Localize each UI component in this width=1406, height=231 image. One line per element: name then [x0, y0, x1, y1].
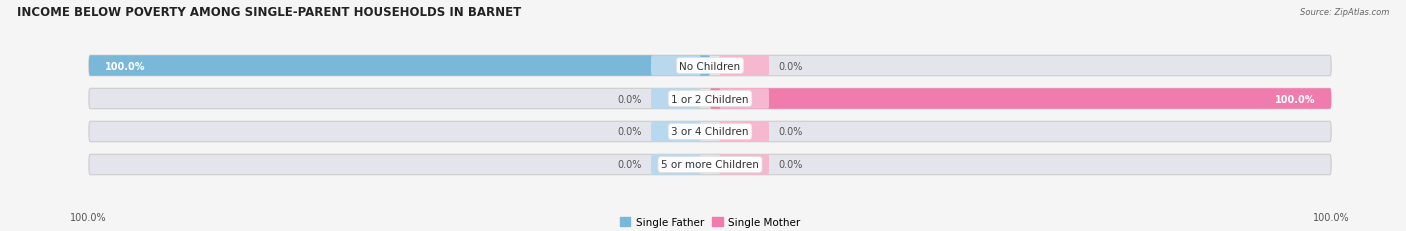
FancyBboxPatch shape	[651, 122, 700, 142]
Text: 0.0%: 0.0%	[779, 61, 803, 71]
FancyBboxPatch shape	[651, 56, 700, 76]
Text: 100.0%: 100.0%	[104, 61, 145, 71]
Text: 0.0%: 0.0%	[617, 94, 641, 104]
Text: 5 or more Children: 5 or more Children	[661, 160, 759, 170]
FancyBboxPatch shape	[89, 89, 1331, 109]
Text: 3 or 4 Children: 3 or 4 Children	[671, 127, 749, 137]
Text: 100.0%: 100.0%	[1275, 94, 1316, 104]
Text: INCOME BELOW POVERTY AMONG SINGLE-PARENT HOUSEHOLDS IN BARNET: INCOME BELOW POVERTY AMONG SINGLE-PARENT…	[17, 6, 522, 19]
FancyBboxPatch shape	[89, 56, 710, 76]
Text: No Children: No Children	[679, 61, 741, 71]
FancyBboxPatch shape	[89, 122, 1331, 142]
FancyBboxPatch shape	[651, 155, 700, 175]
FancyBboxPatch shape	[651, 89, 700, 109]
Text: 0.0%: 0.0%	[617, 160, 641, 170]
Text: 100.0%: 100.0%	[1313, 212, 1350, 222]
FancyBboxPatch shape	[710, 89, 1331, 109]
FancyBboxPatch shape	[720, 122, 769, 142]
Text: 0.0%: 0.0%	[779, 127, 803, 137]
FancyBboxPatch shape	[89, 155, 1331, 175]
Text: 0.0%: 0.0%	[617, 127, 641, 137]
FancyBboxPatch shape	[720, 155, 769, 175]
Text: Source: ZipAtlas.com: Source: ZipAtlas.com	[1299, 9, 1389, 17]
Text: 1 or 2 Children: 1 or 2 Children	[671, 94, 749, 104]
FancyBboxPatch shape	[720, 89, 769, 109]
FancyBboxPatch shape	[720, 56, 769, 76]
Legend: Single Father, Single Mother: Single Father, Single Mother	[616, 213, 804, 231]
FancyBboxPatch shape	[89, 56, 1331, 76]
Text: 0.0%: 0.0%	[779, 160, 803, 170]
Text: 100.0%: 100.0%	[70, 212, 107, 222]
